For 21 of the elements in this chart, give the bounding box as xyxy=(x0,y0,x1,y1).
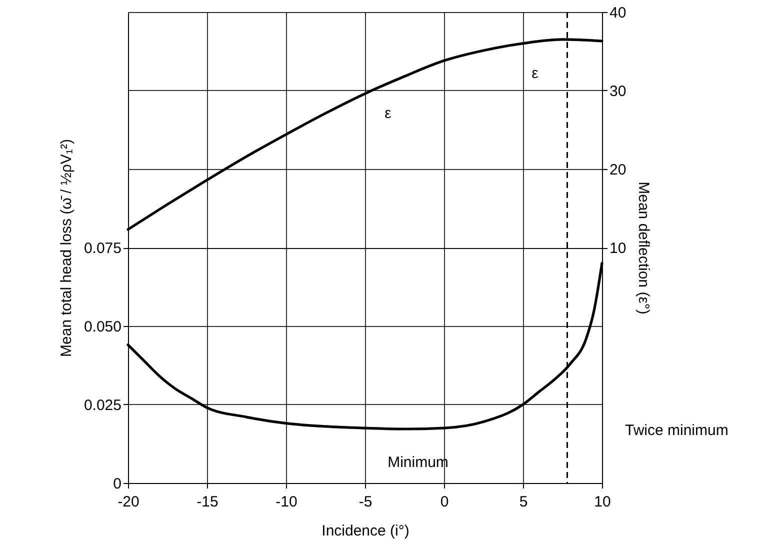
y2-tick-label: 10 xyxy=(610,240,626,257)
annotation: ε xyxy=(532,65,539,82)
x-tick-label: -5 xyxy=(358,494,372,510)
text: Twice minimum xyxy=(625,422,728,439)
y-tick-label: 0.050 xyxy=(84,318,122,336)
x-tick-label: -15 xyxy=(196,494,218,510)
y2-tick-label: 30 xyxy=(610,83,626,100)
x-tick-label: 10 xyxy=(594,494,611,510)
y-axis-title: Mean total head loss (ω̄ / ½ρV₁²) xyxy=(58,139,75,357)
x-tick-label: -20 xyxy=(118,494,140,510)
x-tick-label: -10 xyxy=(276,494,298,510)
y2-tick-label: 40 xyxy=(610,4,626,22)
y2-axis-title: Mean deflection (ε°) xyxy=(635,182,652,314)
annotation: ε xyxy=(384,105,392,122)
x-axis-title: Incidence (i°) xyxy=(322,522,410,540)
y-tick-label: 0.025 xyxy=(84,397,122,414)
x-tick-label: 0 xyxy=(440,494,449,510)
y2-tick-label: 20 xyxy=(610,162,626,178)
x-tick-label: 5 xyxy=(519,494,528,510)
y-tick-label: 0 xyxy=(113,476,122,492)
y-tick-label: 0.075 xyxy=(84,240,122,257)
